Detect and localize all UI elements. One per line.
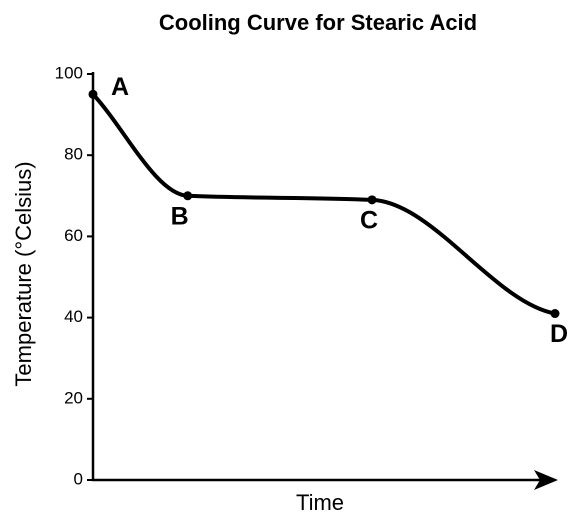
data-point (88, 89, 98, 99)
data-point (183, 191, 193, 201)
y-tick-label: 60 (64, 226, 83, 245)
point-label: A (111, 73, 129, 101)
y-axis-label: Temperature (°Celsius) (11, 161, 36, 386)
y-tick-label: 0 (74, 469, 83, 488)
y-tick-label: 100 (55, 63, 83, 82)
point-label: B (171, 202, 189, 230)
x-axis-label: Time (296, 490, 344, 515)
point-label: D (550, 320, 568, 348)
x-axis-arrow (534, 470, 558, 490)
y-tick-label: 80 (64, 145, 83, 164)
data-point (550, 309, 560, 319)
y-tick-label: 20 (64, 388, 83, 407)
chart-title: Cooling Curve for Stearic Acid (159, 10, 477, 35)
cooling-curve (91, 92, 557, 316)
y-tick-label: 40 (64, 307, 83, 326)
point-label: C (360, 206, 378, 234)
data-point (367, 195, 377, 205)
